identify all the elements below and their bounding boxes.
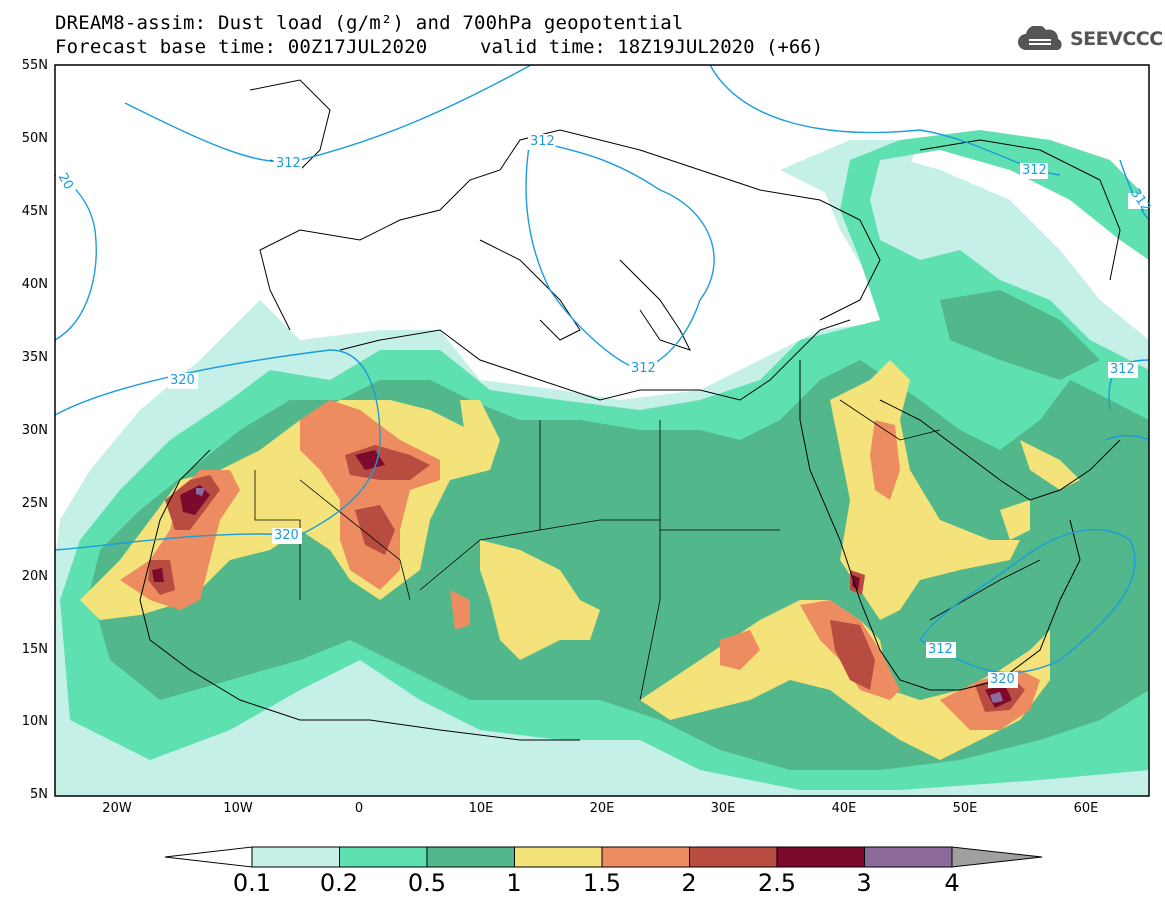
dust-field-1 — [480, 540, 600, 660]
colorbar-box — [864, 846, 953, 868]
colorbar-box — [601, 846, 690, 868]
contour-label: 320 — [990, 672, 1015, 687]
dust-field-1 — [460, 400, 500, 470]
contour-label: 320 — [274, 528, 299, 543]
seevccc-logo: SEEVCCC — [1016, 26, 1163, 52]
colorbar-tick-label: 1.5 — [582, 869, 622, 897]
colorbar-tick-label: 4 — [944, 869, 960, 897]
geopotential-contours — [55, 65, 1149, 674]
lat-label: 5N — [30, 787, 48, 802]
contour-label: 312 — [1022, 163, 1047, 178]
lon-label: 0 — [354, 801, 364, 816]
lat-label: 50N — [21, 131, 48, 146]
dust-field-2.5 — [355, 450, 385, 470]
lat-label: 25N — [21, 496, 48, 511]
colorbar-box — [514, 846, 603, 868]
colorbar-tick-label: 1 — [506, 869, 522, 897]
lat-label: 15N — [21, 642, 48, 657]
contour-label: 312 — [928, 642, 953, 657]
dust-field-1.5 — [300, 400, 440, 590]
plot-frame — [54, 64, 1150, 797]
contour-label: 312 — [1110, 362, 1135, 377]
colorbar-box — [251, 846, 340, 868]
lat-label: 30N — [21, 423, 48, 438]
dust-field-1.5 — [720, 630, 760, 670]
contour-label: 312 — [530, 134, 555, 149]
lon-label: 60E — [1073, 801, 1099, 816]
contour-labels — [56, 134, 1148, 688]
colorbar-tick-label: 2.5 — [757, 869, 797, 897]
dust-field-0.5 — [940, 290, 1100, 380]
lat-label: 10N — [21, 714, 48, 729]
colorbar-tick-label: 0.1 — [232, 869, 272, 897]
lat-label: 45N — [21, 204, 48, 219]
colorbar-over-triangle — [951, 846, 1043, 868]
colorbar-box — [339, 846, 428, 868]
contour-label: 312 — [276, 156, 301, 171]
lon-label: 50E — [952, 801, 978, 816]
dust-field-2 — [355, 505, 395, 555]
colorbar-box — [689, 846, 778, 868]
lon-label: 10W — [223, 801, 253, 816]
map-title: DREAM8-assim: Dust load (g/m²) and 700hP… — [55, 12, 684, 34]
dust-field-1.5 — [870, 420, 900, 500]
logo-text: SEEVCCC — [1070, 28, 1163, 50]
colorbar-tick-label: 2 — [681, 869, 697, 897]
contour-label: 320 — [170, 373, 195, 388]
dust-field-1.5 — [450, 590, 470, 630]
lon-label: 30E — [710, 801, 736, 816]
cloud-icon — [1018, 26, 1062, 50]
dust-field-1 — [1020, 440, 1080, 490]
lon-label: 40E — [831, 801, 857, 816]
colorbar-tick-label: 0.5 — [407, 869, 447, 897]
dust-field-2.5 — [852, 575, 860, 590]
colorbar-tick-label: 0.2 — [319, 869, 359, 897]
contour-label: 312 — [631, 361, 656, 376]
dust-field-2.5 — [152, 568, 164, 582]
colorbar-box — [426, 846, 515, 868]
forecast-base-time: Forecast base time: 00Z17JUL2020 — [55, 36, 428, 58]
lon-label: 20E — [589, 801, 615, 816]
lon-label: 10E — [468, 801, 494, 816]
dust-field-2 — [830, 620, 875, 690]
colorbar-tick-label: 3 — [856, 869, 872, 897]
colorbar-under-triangle — [164, 846, 253, 868]
dust-field-3 — [196, 488, 205, 496]
lat-label: 20N — [21, 569, 48, 584]
dust-field-1 — [1000, 500, 1030, 540]
colorbar — [164, 846, 1043, 868]
colorbar-box — [776, 846, 865, 868]
lat-label: 55N — [21, 58, 48, 73]
valid-time: valid time: 18Z19JUL2020 (+66) — [480, 36, 824, 58]
lat-label: 35N — [21, 350, 48, 365]
lat-label: 40N — [21, 277, 48, 292]
dust-field-3 — [990, 692, 1003, 703]
lon-label: 20W — [102, 801, 132, 816]
